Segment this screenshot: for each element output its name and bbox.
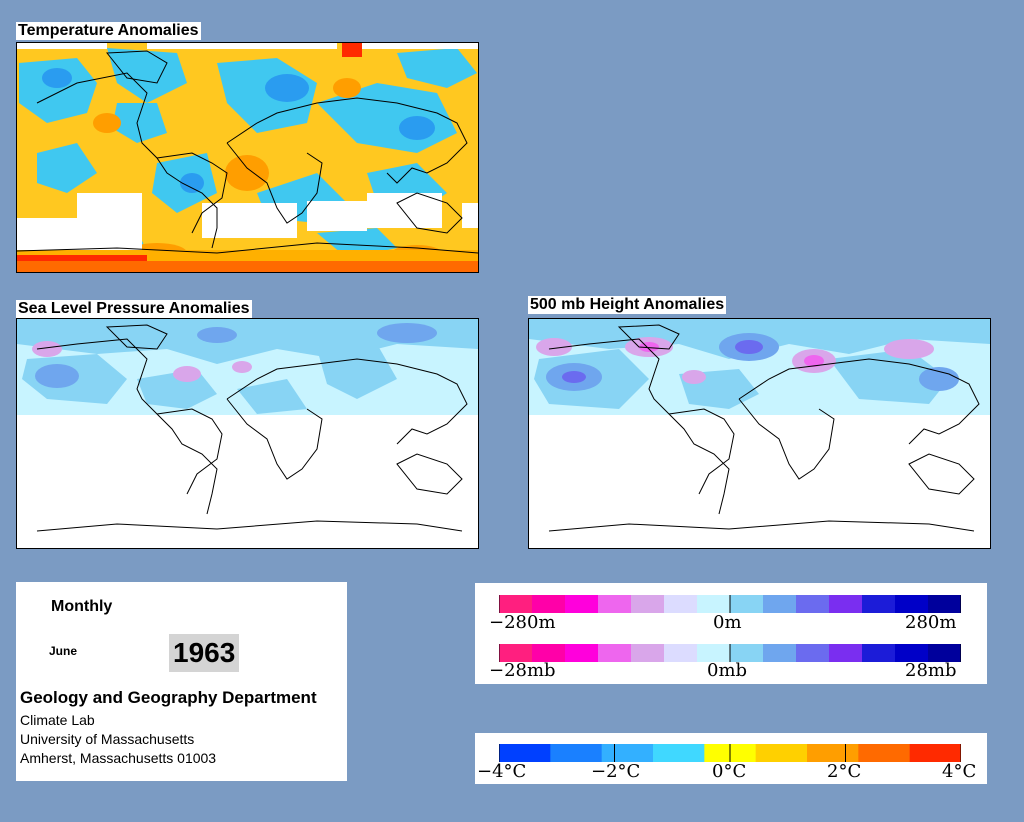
pressure-tick-max: 28mb <box>905 660 957 681</box>
colorbar-segment <box>928 595 961 613</box>
temperature-colorbar <box>499 744 961 762</box>
colorbar-segment <box>499 644 533 662</box>
colorbar-segment <box>653 744 705 762</box>
colorbar-segment <box>763 595 797 613</box>
colorbar-segment <box>895 644 929 662</box>
temperature-legend-panel: −4°C −2°C 0°C 2°C 4°C <box>475 733 987 784</box>
colorbar-segment <box>862 644 896 662</box>
info-line-3: Amherst, Massachusetts 01003 <box>20 750 217 766</box>
temperature-anomaly-map <box>16 42 479 273</box>
colorbar-segment <box>499 595 533 613</box>
colorbar-segment <box>532 595 566 613</box>
temp-tick-zero: 0°C <box>712 761 747 782</box>
colorbar-segment <box>909 744 961 762</box>
height-tick-min: −280m <box>489 612 556 633</box>
temp-tick-minus4: −4°C <box>477 761 527 782</box>
height-tick-zero: 0m <box>713 612 742 633</box>
colorbar-segment <box>807 744 859 762</box>
colorbar-segment <box>664 644 698 662</box>
slp-map-title: Sea Level Pressure Anomalies <box>16 300 252 318</box>
colorbar-segment <box>631 595 665 613</box>
colorbar-segment <box>829 644 863 662</box>
height-anomaly-map <box>528 318 991 549</box>
height-tick-max: 280m <box>905 612 957 633</box>
colorbar-segment <box>598 595 632 613</box>
colorbar-segment <box>730 644 764 662</box>
colorbar-segment <box>664 595 698 613</box>
colorbar-segment <box>755 744 808 762</box>
pressure-tick-zero: 0mb <box>707 660 748 681</box>
department-label: Geology and Geography Department <box>20 688 317 707</box>
colorbar-segment <box>565 595 599 613</box>
year-label: 1963 <box>169 634 240 672</box>
colorbar-segment <box>763 644 797 662</box>
colorbar-segment <box>601 744 654 762</box>
temp-tick-plus2: 2°C <box>827 761 862 782</box>
anomaly-legend-panel: −280m 0m 280m −28mb 0mb 28mb <box>475 583 987 684</box>
colorbar-segment <box>862 595 896 613</box>
info-line-2: University of Massachusetts <box>20 731 195 747</box>
colorbar-segment <box>532 644 566 662</box>
colorbar-segment <box>697 595 731 613</box>
colorbar-segment <box>858 744 911 762</box>
pressure-colorbar <box>499 644 961 662</box>
colorbar-segment <box>499 744 551 762</box>
temp-tick-plus4: 4°C <box>942 761 977 782</box>
colorbar-segment <box>550 744 603 762</box>
colorbar-segment <box>829 595 863 613</box>
height-map-title: 500 mb Height Anomalies <box>528 296 727 314</box>
info-line-1: Climate Lab <box>20 712 95 728</box>
period-label: Monthly <box>51 598 113 615</box>
colorbar-segment <box>598 644 632 662</box>
month-label: June <box>49 644 78 658</box>
colorbar-segment <box>631 644 665 662</box>
height-colorbar <box>499 595 961 613</box>
colorbar-segment <box>895 595 929 613</box>
colorbar-segment <box>730 595 764 613</box>
colorbar-segment <box>697 644 731 662</box>
colorbar-segment <box>928 644 961 662</box>
info-panel: Monthly June 1963 Geology and Geography … <box>16 582 347 781</box>
temp-tick-minus2: −2°C <box>591 761 641 782</box>
temperature-map-title: Temperature Anomalies <box>16 22 201 40</box>
pressure-tick-min: −28mb <box>489 660 556 681</box>
colorbar-segment <box>796 595 830 613</box>
colorbar-segment <box>565 644 599 662</box>
slp-anomaly-map <box>16 318 479 549</box>
colorbar-segment <box>796 644 830 662</box>
